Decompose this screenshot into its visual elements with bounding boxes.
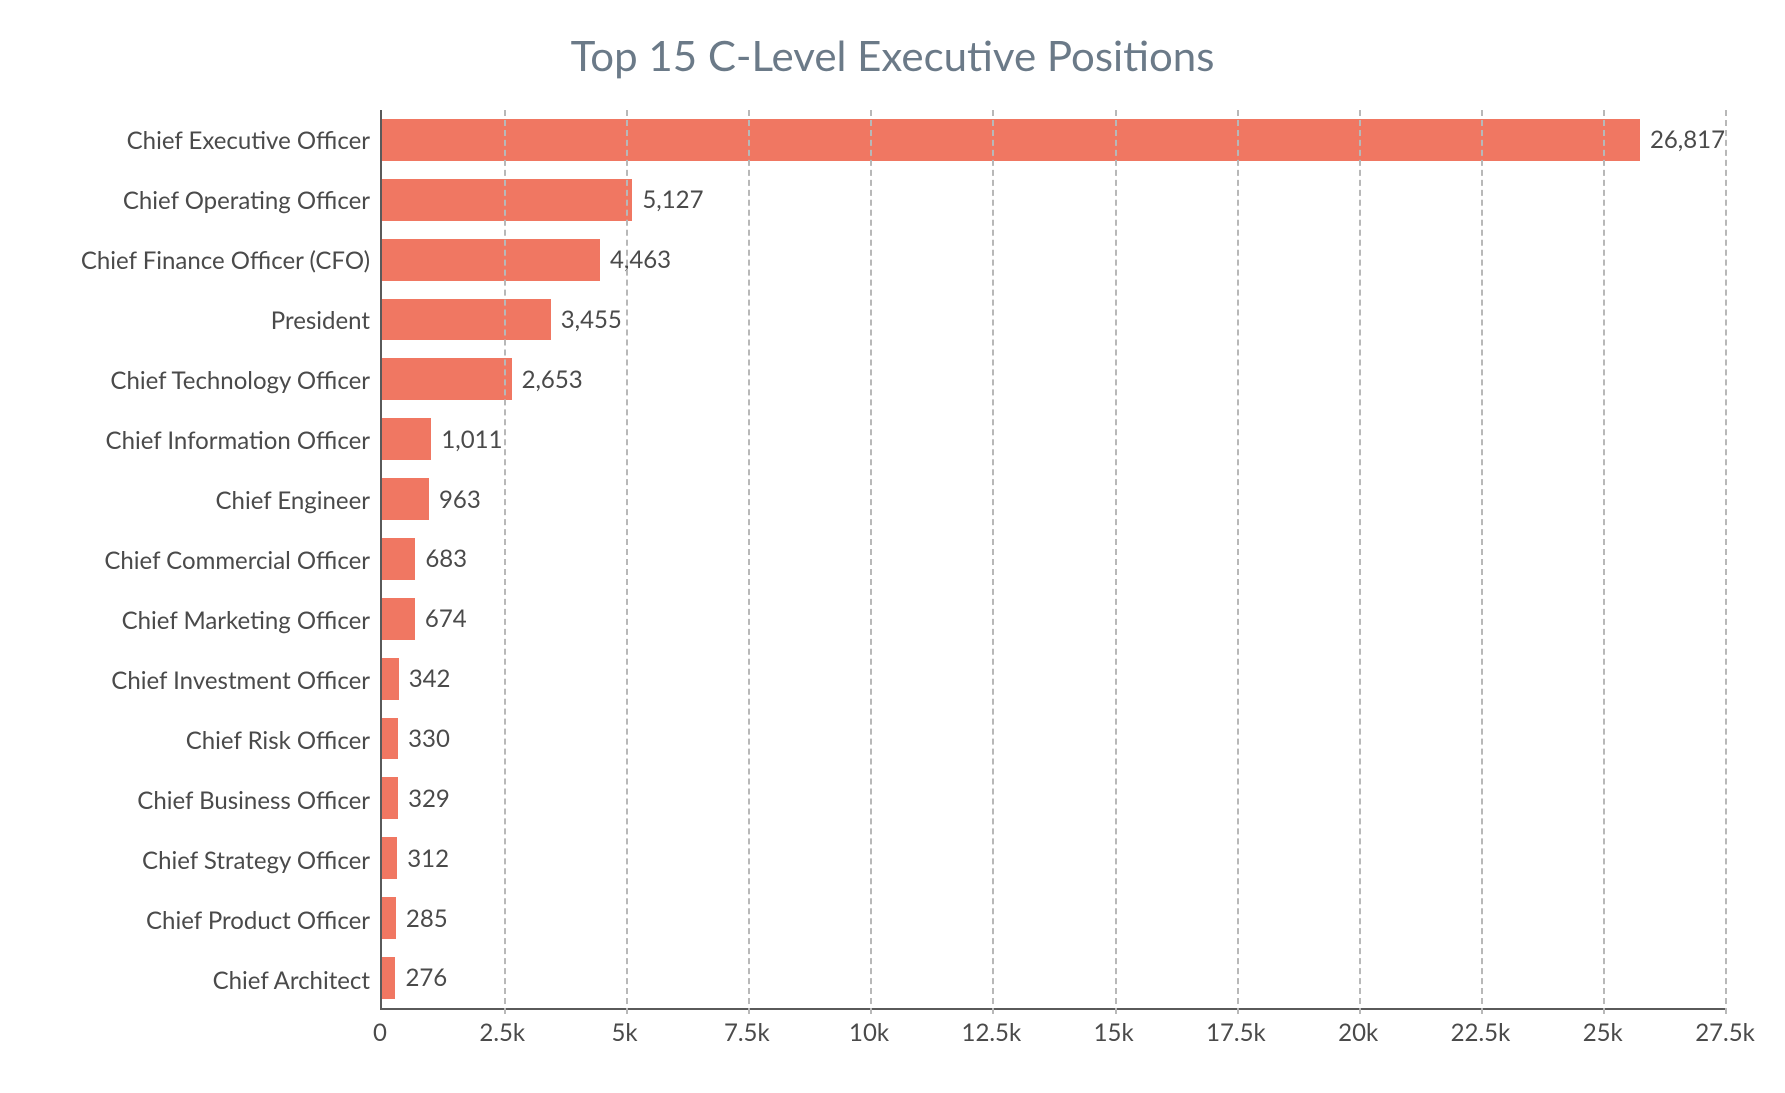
bar [382,718,398,760]
bar [382,299,551,341]
y-axis-label: Chief Risk Officer [60,710,380,770]
bar-row: 683 [382,529,1725,589]
bar [382,119,1640,161]
y-axis-label: Chief Investment Officer [60,650,380,710]
x-tick-label: 7.5k [724,1018,770,1047]
bar-row: 329 [382,768,1725,828]
bar [382,478,429,520]
gridline [748,110,750,1014]
bar-row: 285 [382,888,1725,948]
bar-row: 2,653 [382,349,1725,409]
x-tick-label: 12.5k [962,1018,1022,1047]
bar-value-label: 2,653 [522,365,583,394]
bar-row: 26,817 [382,110,1725,170]
bar-value-label: 342 [409,664,451,693]
bar [382,239,600,281]
bar [382,418,431,460]
bar [382,179,632,221]
chart-body: Chief Executive OfficerChief Operating O… [60,110,1725,1010]
x-tick-label: 2.5k [479,1018,525,1047]
bar [382,897,396,939]
y-axis-label: Chief Business Officer [60,770,380,830]
x-tick-label: 17.5k [1206,1018,1266,1047]
bar-value-label: 3,455 [561,305,622,334]
bar-row: 5,127 [382,170,1725,230]
x-tick-label: 25k [1583,1018,1623,1047]
y-axis-label: Chief Finance Officer (CFO) [60,230,380,290]
bar-value-label: 674 [425,604,467,633]
y-axis-label: Chief Commercial Officer [60,530,380,590]
bar-row: 674 [382,589,1725,649]
plot-area: 26,817 5,127 4,463 3,455 2,653 1,011 963 683 674… [380,110,1725,1010]
y-axis-label: Chief Information Officer [60,410,380,470]
bar-row: 963 [382,469,1725,529]
chart-container: Top 15 C-Level Executive Positions Chief… [0,0,1785,1093]
bar-row: 312 [382,828,1725,888]
gridline [1359,110,1361,1014]
bar-row: 1,011 [382,409,1725,469]
x-tick-label: 5k [611,1018,637,1047]
gridline [992,110,994,1014]
x-tick-label: 22.5k [1451,1018,1511,1047]
x-tick-label: 15k [1094,1018,1134,1047]
y-axis-label: Chief Strategy Officer [60,830,380,890]
gridline [504,110,506,1014]
chart-title: Top 15 C-Level Executive Positions [60,30,1725,80]
bar-value-label: 329 [408,784,450,813]
gridline [1603,110,1605,1014]
bar-value-label: 5,127 [642,185,703,214]
y-axis-label: Chief Engineer [60,470,380,530]
x-tick-label: 0 [373,1018,387,1047]
bar-row: 330 [382,709,1725,769]
bar-value-label: 963 [439,485,481,514]
y-axis-labels: Chief Executive OfficerChief Operating O… [60,110,380,1010]
bar-value-label: 26,817 [1650,125,1725,154]
bar-value-label: 683 [425,544,467,573]
bar [382,358,512,400]
bar [382,957,395,999]
bar-value-label: 1,011 [441,425,502,454]
y-axis-label: Chief Operating Officer [60,170,380,230]
x-tick-label: 10k [849,1018,889,1047]
y-axis-label: Chief Product Officer [60,890,380,950]
bar [382,598,415,640]
bar-row: 342 [382,649,1725,709]
bar [382,777,398,819]
bar-row: 3,455 [382,290,1725,350]
bar [382,538,415,580]
x-tick-label: 27.5k [1695,1018,1755,1047]
bar-value-label: 285 [406,904,448,933]
bar [382,837,397,879]
bar-value-label: 276 [405,963,447,992]
gridline [870,110,872,1014]
gridline [1481,110,1483,1014]
x-tick-label: 20k [1338,1018,1378,1047]
y-axis-label: Chief Marketing Officer [60,590,380,650]
bar [382,658,399,700]
y-axis-label: Chief Technology Officer [60,350,380,410]
bar-row: 276 [382,948,1725,1008]
gridline [626,110,628,1014]
y-axis-label: Chief Executive Officer [60,110,380,170]
y-axis-label: Chief Architect [60,950,380,1010]
bar-value-label: 312 [407,844,449,873]
gridline [1115,110,1117,1014]
bars-group: 26,817 5,127 4,463 3,455 2,653 1,011 963 683 674… [382,110,1725,1008]
bar-row: 4,463 [382,230,1725,290]
gridline [1725,110,1727,1014]
bar-value-label: 4,463 [610,245,671,274]
y-axis-label: President [60,290,380,350]
gridline [1237,110,1239,1014]
bar-value-label: 330 [408,724,450,753]
